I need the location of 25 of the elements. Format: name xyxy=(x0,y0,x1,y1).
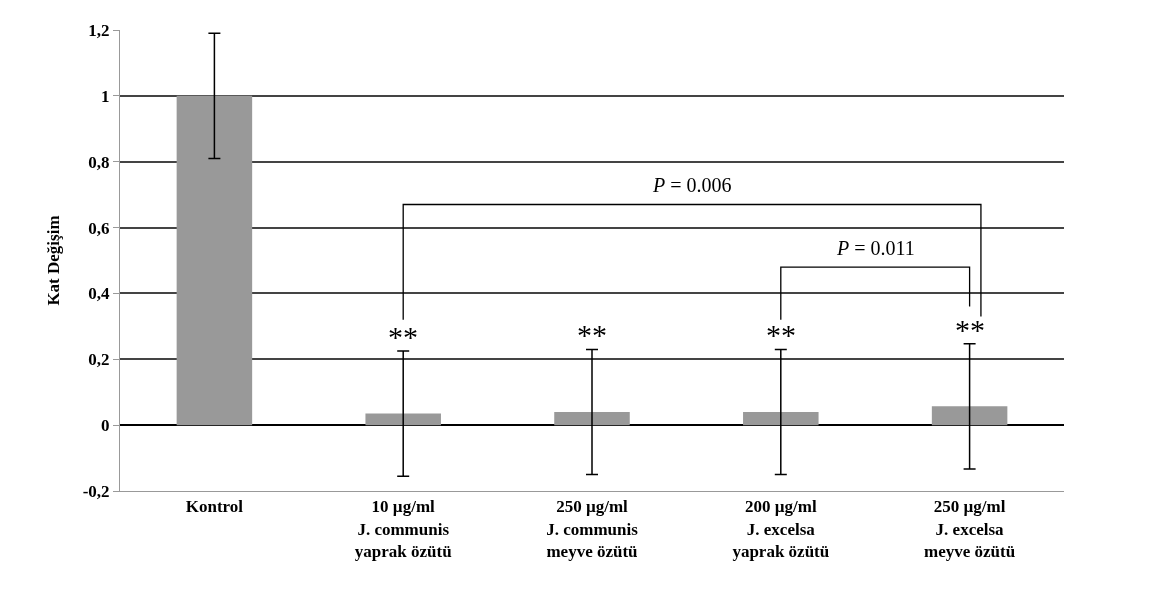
annotation: ** xyxy=(577,318,607,351)
annotation: P = 0.006 xyxy=(652,174,732,196)
y-tick-label: 0,8 xyxy=(88,152,110,172)
bar xyxy=(931,406,1008,426)
y-axis-title: Kat Değişim xyxy=(44,215,64,306)
y-tick-label: 0,2 xyxy=(88,350,110,370)
annotation: ** xyxy=(388,320,418,353)
bar xyxy=(743,411,819,426)
bar xyxy=(365,413,441,426)
annotation: ** xyxy=(766,318,796,351)
annotation: ** xyxy=(955,313,985,346)
y-tick-label: 1,2 xyxy=(88,20,110,40)
y-tick-label: 1 xyxy=(101,86,110,106)
annotation: P = 0.011 xyxy=(836,237,915,259)
y-tick-label: 0,6 xyxy=(88,218,110,238)
y-tick-label: 0,4 xyxy=(88,284,111,304)
x-tick-label: 250 µg/ml J. communis meyve özütü xyxy=(546,497,639,561)
y-tick-label: 0 xyxy=(101,416,110,436)
bar xyxy=(554,411,630,426)
x-tick-label: Kontrol xyxy=(185,497,244,517)
x-tick-label: 200 µg/ml J. excelsa yaprak özütü xyxy=(732,497,830,561)
bar xyxy=(176,95,253,426)
x-tick-label: 10 µg/ml J. communis yaprak özütü xyxy=(354,497,452,561)
y-tick-label: -0,2 xyxy=(82,481,110,501)
x-tick-label: 250 µg/ml J. excelsa meyve özütü xyxy=(924,497,1016,561)
